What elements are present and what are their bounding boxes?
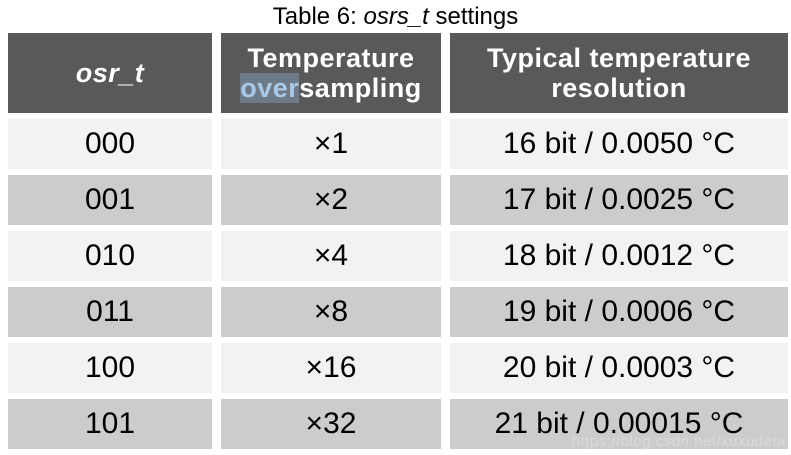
cell-resolution-18bit: 18 bit / 0.0012 °C [450,231,788,281]
cell-oversampling-x1: ×1 [221,119,441,169]
caption-register-name: osrs_t [363,3,429,30]
caption-suffix: settings [428,3,519,30]
header-typical-temperature-resolution: Typical temperature resolution [450,33,788,113]
cell-oversampling-x16: ×16 [221,343,441,393]
header-temperature-oversampling: Temperature oversampling [221,33,441,113]
header-resolution-label: Typical temperature resolution [486,42,752,103]
cell-osr-t-010: 010 [8,231,212,281]
caption-prefix: Table 6: [272,3,364,30]
cell-resolution-21bit: 21 bit / 0.00015 °C [450,399,788,449]
cell-oversampling-x2: ×2 [221,175,441,225]
cell-resolution-19bit: 19 bit / 0.0006 °C [450,287,788,337]
cell-osr-t-001: 001 [8,175,212,225]
cell-osr-t-011: 011 [8,287,212,337]
cell-resolution-16bit: 16 bit / 0.0050 °C [450,119,788,169]
cell-osr-t-100: 100 [8,343,212,393]
cell-osr-t-101: 101 [8,399,212,449]
cell-oversampling-x4: ×4 [221,231,441,281]
watermark: https://blog.csdn.net/xuxudeta [571,433,786,450]
header-osr-t-label: osr_t [75,57,145,88]
cell-oversampling-x8: ×8 [221,287,441,337]
cell-resolution-20bit: 20 bit / 0.0003 °C [450,343,788,393]
cell-osr-t-000: 000 [8,119,212,169]
header-oversampling-line2-rest: sampling [299,73,422,103]
osrs-t-settings-table: osr_t Temperature oversampling Typical t… [8,33,788,449]
table-caption: Table 6: osrs_t settings [0,0,791,33]
header-oversampling-line1: Temperature [247,42,415,73]
header-oversampling-line2: oversampling [240,73,422,103]
cell-oversampling-x32: ×32 [221,399,441,449]
cell-resolution-17bit: 17 bit / 0.0025 °C [450,175,788,225]
header-osr-t: osr_t [8,33,212,113]
highlighted-text: over [240,73,300,103]
